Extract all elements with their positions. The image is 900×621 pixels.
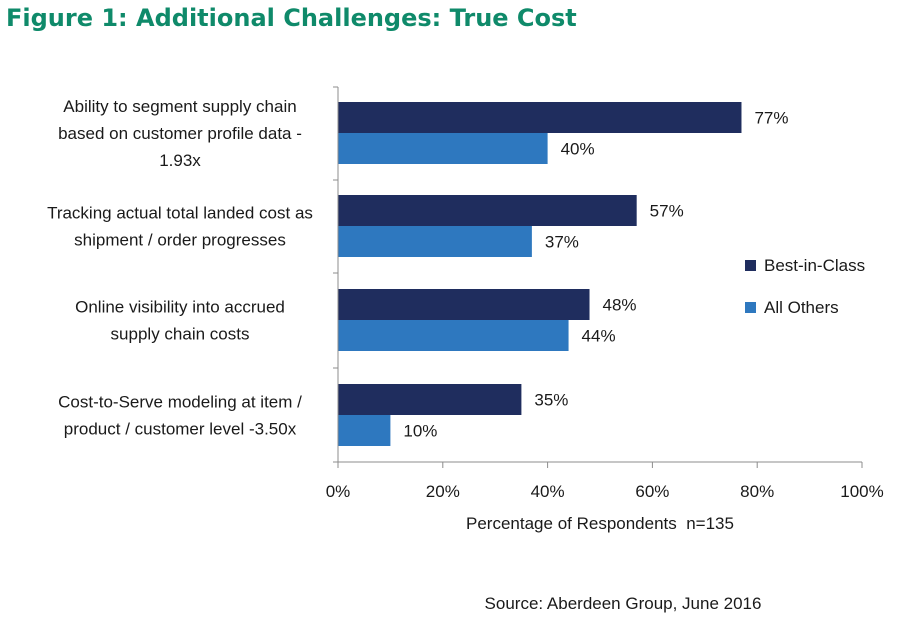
category-label: 1.93x <box>159 151 201 170</box>
data-label: 57% <box>650 202 684 221</box>
category-label: Online visibility into accrued <box>75 298 285 317</box>
x-tick-label: 40% <box>531 482 565 501</box>
legend-swatch-all-others <box>745 302 756 313</box>
bar-best-in-class <box>338 195 637 226</box>
data-label: 35% <box>534 391 568 410</box>
category-label: Cost-to-Serve modeling at item / <box>58 393 302 412</box>
data-label: 77% <box>754 109 788 128</box>
bar-best-in-class <box>338 102 742 133</box>
category-label: based on customer profile data - <box>58 124 302 143</box>
chart-title: Figure 1: Additional Challenges: True Co… <box>6 4 577 32</box>
legend: Best-in-Class All Others <box>745 256 865 317</box>
bar-best-in-class <box>338 384 522 415</box>
bar-all-others <box>338 133 548 164</box>
legend-label: All Others <box>764 298 839 317</box>
bar-all-others <box>338 415 391 446</box>
x-axis-ticks: 0% 20% 40% 60% 80% 100% <box>326 86 884 501</box>
legend-swatch-best-in-class <box>745 260 756 271</box>
bar-best-in-class <box>338 289 590 320</box>
category-label: Tracking actual total landed cost as <box>47 204 313 223</box>
bar-all-others <box>338 320 569 351</box>
legend-label: Best-in-Class <box>764 256 865 275</box>
x-tick-label: 0% <box>326 482 351 501</box>
x-tick-label: 60% <box>635 482 669 501</box>
category-label: supply chain costs <box>111 325 250 344</box>
x-tick-label: 80% <box>740 482 774 501</box>
category-label: shipment / order progresses <box>74 231 286 250</box>
x-tick-label: 100% <box>840 482 883 501</box>
data-label: 37% <box>545 233 579 252</box>
data-label: 44% <box>582 327 616 346</box>
data-label: 48% <box>603 296 637 315</box>
data-labels: 77% 57% 48% 35% 40% 37% 44% 10% <box>403 109 788 441</box>
category-label: product / customer level -3.50x <box>64 420 297 439</box>
x-tick-label: 20% <box>426 482 460 501</box>
bars <box>338 102 742 446</box>
bar-all-others <box>338 226 532 257</box>
data-label: 40% <box>561 140 595 159</box>
data-label: 10% <box>403 422 437 441</box>
x-axis-label: Percentage of Respondents n=135 <box>466 514 734 533</box>
source-note: Source: Aberdeen Group, June 2016 <box>485 594 762 613</box>
category-label: Ability to segment supply chain <box>63 97 296 116</box>
category-labels: Ability to segment supply chain based on … <box>47 97 313 439</box>
